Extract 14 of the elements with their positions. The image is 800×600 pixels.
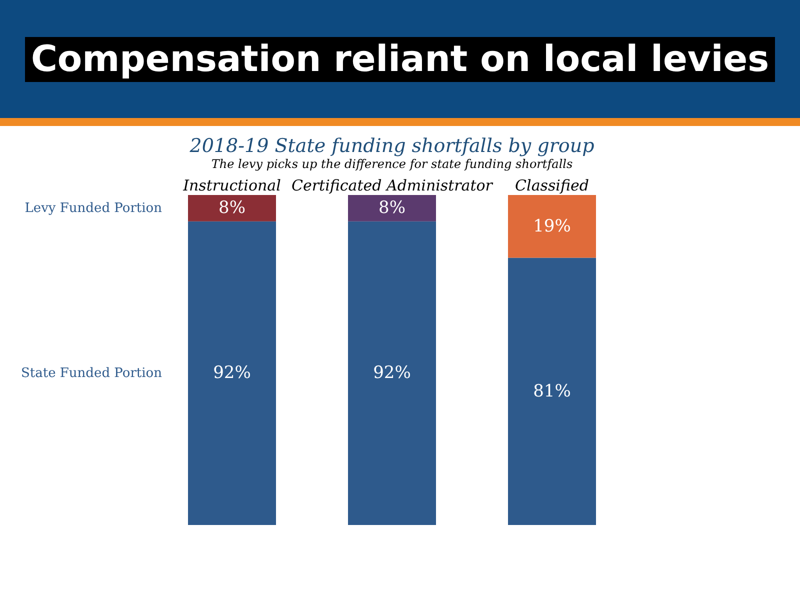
data-label: 92% bbox=[213, 363, 251, 384]
data-label: 19% bbox=[533, 216, 571, 236]
data-label: 81% bbox=[533, 381, 571, 402]
text: The levy picks up the difference for state funding shortfalls bbox=[211, 157, 573, 171]
series-label: State Funded Portion bbox=[20, 366, 163, 382]
series-label: Levy Funded Portion bbox=[24, 201, 163, 216]
chart-subtitle: 2018-19 State funding shortfalls by group bbox=[188, 135, 594, 157]
data-label: 92% bbox=[373, 363, 411, 384]
data-label: 8% bbox=[218, 198, 246, 218]
x-tick-label: Classified bbox=[515, 176, 589, 194]
x-tick-label: Instructional bbox=[182, 176, 282, 194]
chart-title: Compensation reliant on local levies bbox=[24, 36, 776, 82]
x-tick-label: Certificated Administrator bbox=[292, 176, 494, 194]
data-label: 8% bbox=[378, 198, 406, 218]
